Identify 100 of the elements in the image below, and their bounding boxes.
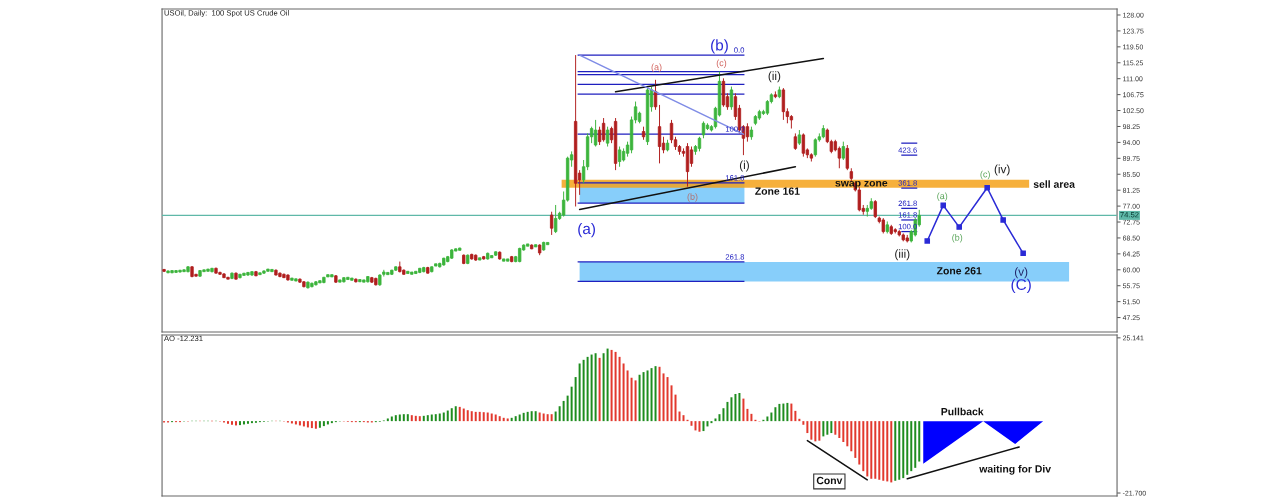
bar <box>434 414 437 422</box>
bar <box>638 374 641 422</box>
point <box>1000 217 1006 223</box>
bar <box>914 421 917 468</box>
bar <box>542 413 545 422</box>
annotation: (v) <box>1014 267 1028 279</box>
bar <box>558 406 561 422</box>
annotation: (iv) <box>994 164 1010 176</box>
annotation: (a) <box>651 63 662 73</box>
annotation: (iii) <box>895 249 910 261</box>
bar <box>606 348 609 422</box>
bar <box>522 412 525 422</box>
bar <box>634 380 637 422</box>
annotation: (ii) <box>768 71 781 83</box>
bar <box>730 397 733 422</box>
bar <box>450 408 453 422</box>
annotation: (b) <box>952 234 963 243</box>
bar <box>474 411 477 422</box>
bar <box>646 370 649 422</box>
bar <box>390 416 393 422</box>
bar <box>722 408 725 422</box>
point <box>924 238 931 244</box>
bar <box>590 354 593 422</box>
bar <box>478 411 481 422</box>
candlestick <box>781 87 786 121</box>
bar <box>734 393 737 422</box>
annotation: (C) <box>1011 278 1031 294</box>
annotation: sell area <box>1033 180 1076 188</box>
bar <box>898 421 901 480</box>
band-label: Zone 161 <box>755 187 800 195</box>
bar <box>826 421 829 435</box>
bar <box>246 421 249 424</box>
point <box>956 224 962 230</box>
bar <box>626 370 629 422</box>
annotation: Conv <box>816 476 843 485</box>
bar <box>226 421 229 424</box>
bar <box>770 412 773 422</box>
bar <box>890 421 893 483</box>
bar <box>302 421 305 427</box>
annotation: (i) <box>739 160 749 172</box>
bar <box>482 412 485 422</box>
candlestick <box>549 211 554 236</box>
bar <box>838 421 841 439</box>
bar <box>514 416 517 422</box>
bar <box>534 411 537 422</box>
bar <box>870 421 873 479</box>
bar <box>398 414 401 422</box>
annotation: (b) <box>687 193 698 202</box>
bar <box>630 377 633 422</box>
annotation: waiting for Div <box>979 464 1051 475</box>
bar <box>618 356 621 422</box>
bar <box>778 403 781 422</box>
bar <box>458 406 461 422</box>
bar <box>746 408 749 422</box>
annotation: (c) <box>980 170 990 180</box>
bar <box>810 421 813 440</box>
bar <box>642 372 645 422</box>
bar <box>918 421 921 462</box>
bar <box>446 410 449 422</box>
bar <box>486 412 489 422</box>
bar <box>314 421 317 429</box>
annotation: Pullback <box>941 407 984 416</box>
candlestick <box>841 141 845 161</box>
bar <box>614 351 617 422</box>
annotation: (a) <box>937 192 948 201</box>
bar <box>718 414 721 422</box>
bar <box>610 349 613 422</box>
bar <box>586 356 589 422</box>
bar <box>862 421 865 472</box>
bar <box>750 413 753 422</box>
bar <box>790 403 793 422</box>
bar <box>714 418 717 422</box>
bar <box>874 421 877 479</box>
bar <box>658 366 661 422</box>
bar <box>882 421 885 481</box>
bar <box>578 363 581 422</box>
bar <box>322 421 325 427</box>
bar <box>550 414 553 422</box>
annotation: (b) <box>711 39 728 54</box>
bar <box>786 402 789 422</box>
bar <box>674 394 677 422</box>
bar <box>818 421 821 441</box>
bar <box>814 421 817 442</box>
bar <box>742 398 745 422</box>
annotation: (a) <box>578 222 595 238</box>
bar <box>794 410 797 422</box>
bar <box>494 414 497 422</box>
bar <box>466 410 469 422</box>
bar <box>738 392 741 422</box>
bar <box>886 421 889 482</box>
bar <box>654 366 657 422</box>
point <box>984 184 990 191</box>
bar <box>526 411 529 422</box>
bar <box>454 406 457 422</box>
bar <box>894 421 897 481</box>
bar <box>834 421 837 435</box>
bar <box>430 414 433 422</box>
bar <box>690 421 693 426</box>
bar <box>402 414 405 422</box>
bar <box>406 414 409 422</box>
